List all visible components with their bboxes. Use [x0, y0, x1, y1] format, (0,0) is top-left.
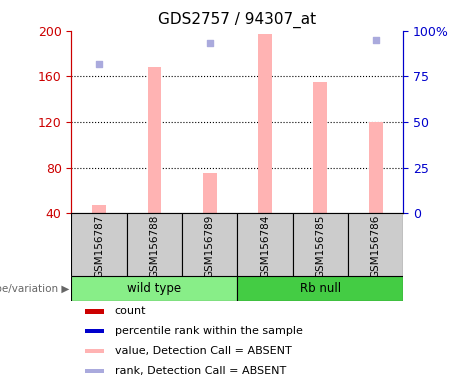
Text: GSM156788: GSM156788	[149, 215, 160, 278]
Point	[151, 0, 158, 1]
Point	[372, 37, 379, 43]
Text: Rb null: Rb null	[300, 283, 341, 295]
Text: value, Detection Call = ABSENT: value, Detection Call = ABSENT	[115, 346, 291, 356]
Bar	[348, 213, 403, 276]
Bar	[203, 173, 217, 213]
Text: count: count	[115, 306, 146, 316]
Text: percentile rank within the sample: percentile rank within the sample	[115, 326, 302, 336]
Bar	[84, 309, 104, 314]
Bar	[313, 82, 327, 213]
Bar	[369, 122, 383, 213]
Text: wild type: wild type	[127, 283, 182, 295]
Bar	[237, 213, 293, 276]
Point	[95, 60, 103, 67]
Bar	[148, 67, 161, 213]
Text: genotype/variation ▶: genotype/variation ▶	[0, 284, 69, 294]
Bar	[84, 349, 104, 353]
Bar	[293, 213, 348, 276]
Bar	[71, 276, 237, 301]
Bar	[237, 276, 403, 301]
Title: GDS2757 / 94307_at: GDS2757 / 94307_at	[158, 12, 317, 28]
Bar	[84, 369, 104, 373]
Text: GSM156787: GSM156787	[94, 215, 104, 278]
Bar	[92, 205, 106, 213]
Bar	[127, 213, 182, 276]
Bar	[258, 34, 272, 213]
Text: GSM156784: GSM156784	[260, 215, 270, 278]
Bar	[71, 213, 127, 276]
Text: rank, Detection Call = ABSENT: rank, Detection Call = ABSENT	[115, 366, 286, 376]
Bar	[84, 329, 104, 333]
Text: GSM156786: GSM156786	[371, 215, 381, 278]
Text: GSM156789: GSM156789	[205, 215, 215, 278]
Bar	[182, 213, 237, 276]
Point	[317, 4, 324, 10]
Text: GSM156785: GSM156785	[315, 215, 325, 278]
Point	[206, 40, 213, 46]
